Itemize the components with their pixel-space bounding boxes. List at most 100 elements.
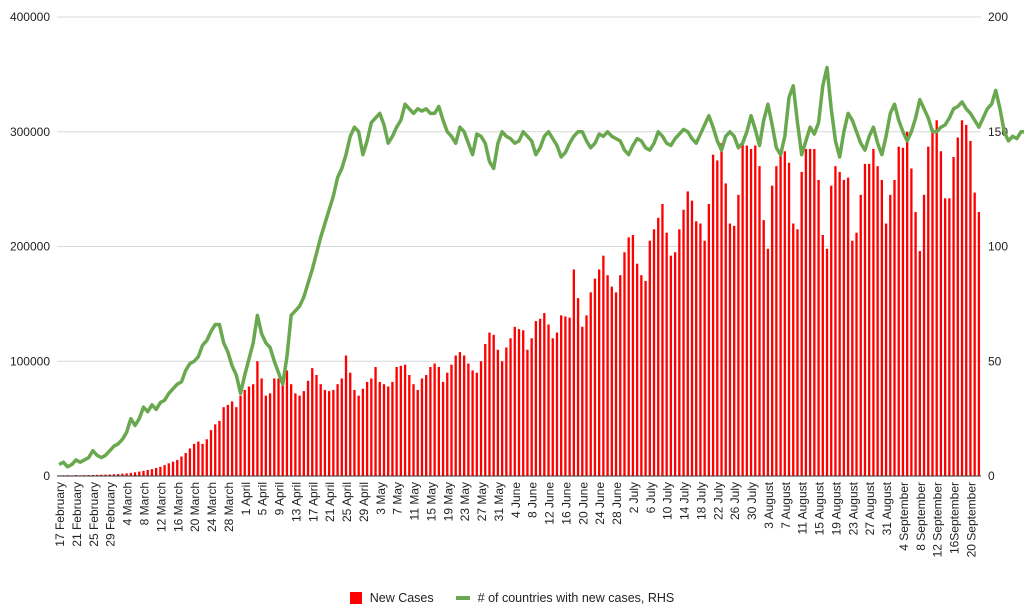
new-cases-bar (775, 166, 778, 477)
new-cases-bar (855, 232, 858, 476)
new-cases-bar (627, 237, 630, 476)
new-cases-bar (416, 389, 419, 476)
x-axis-tick-label: 3 May (374, 482, 388, 515)
new-cases-bar (863, 163, 867, 476)
new-cases-bar (690, 200, 694, 476)
new-cases-bar (298, 395, 301, 476)
new-cases-bar (922, 194, 926, 477)
x-axis-tick-label: 22 July (711, 482, 725, 520)
new-cases-bar (931, 128, 934, 476)
new-cases-bar (648, 240, 651, 476)
x-axis-tick-label: 19 August (829, 481, 843, 535)
legend-item-new-cases[interactable]: New Cases (349, 591, 434, 605)
new-cases-bar (749, 148, 753, 476)
new-cases-bar (450, 364, 453, 476)
x-axis-tick-label: 23 May (458, 482, 472, 521)
new-cases-bar (188, 448, 192, 476)
new-cases-bar (268, 393, 272, 476)
new-cases-bar (834, 166, 837, 477)
legend-swatch-countries (455, 596, 470, 600)
new-cases-bar (395, 366, 398, 476)
new-cases-bar (176, 459, 179, 476)
new-cases-bar (492, 334, 495, 476)
new-cases-bar (842, 179, 846, 476)
new-cases-bar (197, 441, 200, 476)
new-cases-bar (711, 154, 715, 476)
new-cases-bar (446, 372, 449, 476)
legend-label-new-cases: New Cases (369, 591, 434, 605)
x-axis-tick-label: 17 February (53, 482, 67, 547)
new-cases-bar (581, 326, 584, 476)
new-cases-bar (171, 461, 175, 476)
new-cases-bar (327, 391, 331, 476)
left-axis-tick-label: 400000 (10, 10, 50, 24)
x-axis-tick-label: 12 June (543, 482, 557, 525)
new-cases-bar (391, 381, 394, 476)
x-axis-tick-label: 27 May (475, 482, 489, 521)
x-axis-tick-label: 5 April (256, 482, 270, 515)
new-cases-bar (235, 407, 238, 476)
x-axis-tick-label: 26 July (728, 482, 742, 520)
new-cases-bar (530, 338, 533, 476)
new-cases-bar (872, 148, 875, 476)
left-axis-ticks: 0 100000 200000 300000 400000 (10, 10, 50, 483)
new-cases-bar (517, 329, 521, 476)
gridlines (57, 16, 981, 362)
new-cases-bar (859, 194, 862, 477)
new-cases-bar (319, 384, 322, 476)
new-cases-bar (635, 263, 639, 476)
new-cases-bar (526, 349, 529, 476)
x-axis-tick-label: 4 March (121, 482, 135, 525)
new-cases-bar (382, 384, 386, 476)
new-cases-bar (91, 474, 95, 476)
new-cases-bar (665, 232, 668, 476)
new-cases-bar (509, 338, 512, 476)
new-cases-bar (412, 384, 415, 476)
x-axis-tick-label: 27 August (863, 481, 877, 535)
left-axis-tick-label: 300000 (10, 125, 50, 139)
new-cases-bar (256, 361, 259, 476)
countries-line-series (58, 65, 1024, 469)
x-axis-tick-label: 6 July (644, 482, 658, 513)
new-cases-bar (357, 395, 360, 476)
x-axis-tick-label: 20 March (188, 482, 202, 532)
new-cases-bar (707, 204, 711, 477)
new-cases-bar (631, 235, 635, 476)
x-axis-tick-label: 24 June (593, 482, 607, 525)
x-axis-tick-label: 12 September (931, 482, 945, 557)
new-cases-bar (745, 145, 748, 476)
new-cases-bar (218, 420, 221, 476)
right-axis-tick-label: 50 (988, 354, 1002, 368)
new-cases-bar (294, 393, 297, 476)
x-axis-tick-label: 13 April (289, 482, 303, 522)
new-cases-bar (420, 378, 424, 476)
new-cases-bar (543, 313, 546, 476)
new-cases-bar (496, 349, 500, 476)
new-cases-bar (762, 220, 765, 476)
new-cases-bar (652, 229, 656, 476)
new-cases-bar (952, 157, 955, 476)
new-cases-bar (830, 185, 833, 476)
x-axis-tick-labels: 17 February 21 February 25 February 29 Febr… (53, 481, 978, 557)
new-cases-bar (133, 472, 137, 476)
legend-item-countries[interactable]: # of countries with new cases, RHS (455, 591, 674, 605)
new-cases-bar (547, 324, 550, 476)
new-cases-bar (720, 143, 723, 477)
x-axis-tick-label: 11 August (796, 481, 810, 534)
new-cases-bar (205, 439, 208, 476)
countries-line (58, 65, 1024, 469)
new-cases-bars (57, 120, 981, 477)
x-axis-tick-label: 16 June (559, 482, 573, 525)
right-axis-tick-label: 0 (988, 469, 995, 483)
new-cases-bar (534, 321, 538, 476)
new-cases-bar (361, 388, 365, 476)
x-axis-tick-label: 20 September (964, 482, 978, 557)
new-cases-bar (673, 252, 677, 476)
new-cases-bar (623, 252, 626, 476)
new-cases-bar (703, 240, 706, 476)
new-cases-bar (462, 355, 466, 476)
new-cases-bar (285, 370, 289, 476)
new-cases-bar (564, 316, 567, 476)
new-cases-bar (716, 160, 719, 476)
new-cases-bar (273, 378, 276, 476)
